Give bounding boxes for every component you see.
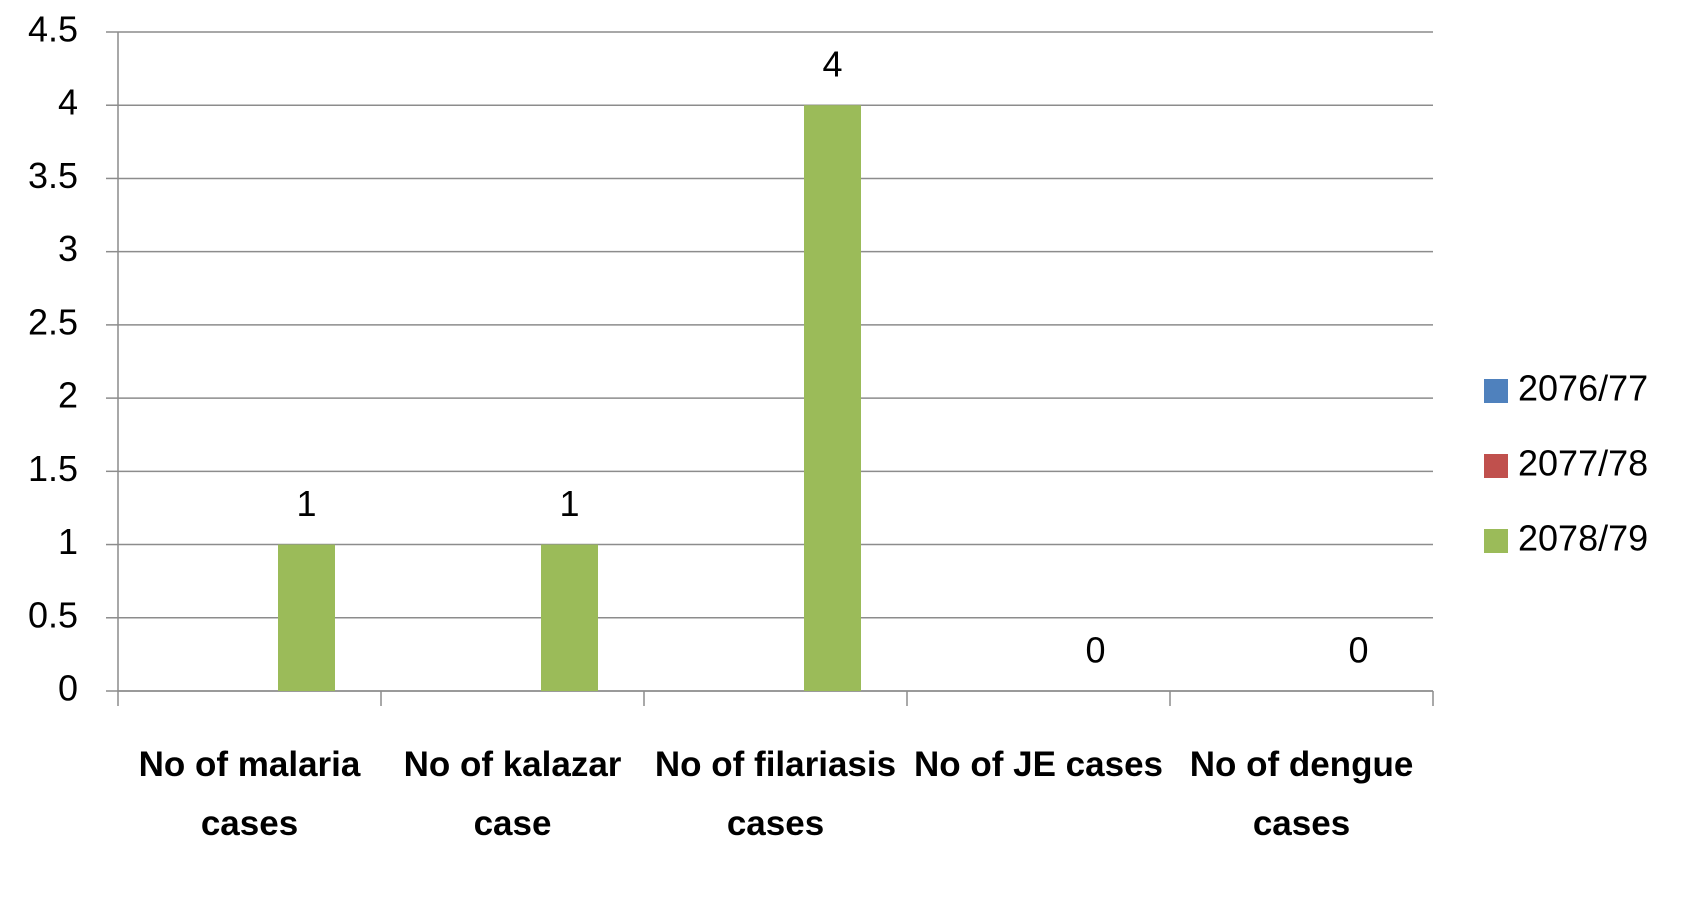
y-tick-label: 4 (58, 82, 78, 123)
legend-swatch (1484, 454, 1508, 478)
data-label: 0 (1085, 630, 1105, 671)
bar (541, 544, 598, 691)
x-tick-label: No of dengue cases (1189, 745, 1414, 843)
legend-label: 2077/78 (1518, 443, 1648, 484)
y-tick-label: 4.5 (28, 9, 78, 50)
data-label: 1 (559, 483, 579, 524)
legend-label: 2076/77 (1518, 368, 1648, 409)
y-tick-label: 2.5 (28, 301, 78, 342)
data-label: 0 (1348, 630, 1368, 671)
x-tick-label: No of kalazar case (403, 745, 622, 843)
y-tick-label: 3.5 (28, 155, 78, 196)
x-tick-label: No of filariasis cases (654, 745, 897, 843)
bar (278, 544, 335, 691)
y-tick-label: 0 (58, 668, 78, 709)
y-tick-label: 3 (58, 228, 78, 269)
y-tick-label: 1.5 (28, 448, 78, 489)
y-tick-label: 2 (58, 375, 78, 416)
data-label: 4 (822, 44, 842, 85)
legend-label: 2078/79 (1518, 518, 1648, 559)
y-tick-label: 1 (58, 521, 78, 562)
legend-swatch (1484, 529, 1508, 553)
bar (804, 105, 861, 691)
y-tick-label: 0.5 (28, 594, 78, 635)
x-tick-label: No of malaria cases (138, 745, 361, 843)
data-label: 1 (296, 483, 316, 524)
legend-swatch (1484, 379, 1508, 403)
x-tick-label: No of JE cases (914, 745, 1163, 784)
